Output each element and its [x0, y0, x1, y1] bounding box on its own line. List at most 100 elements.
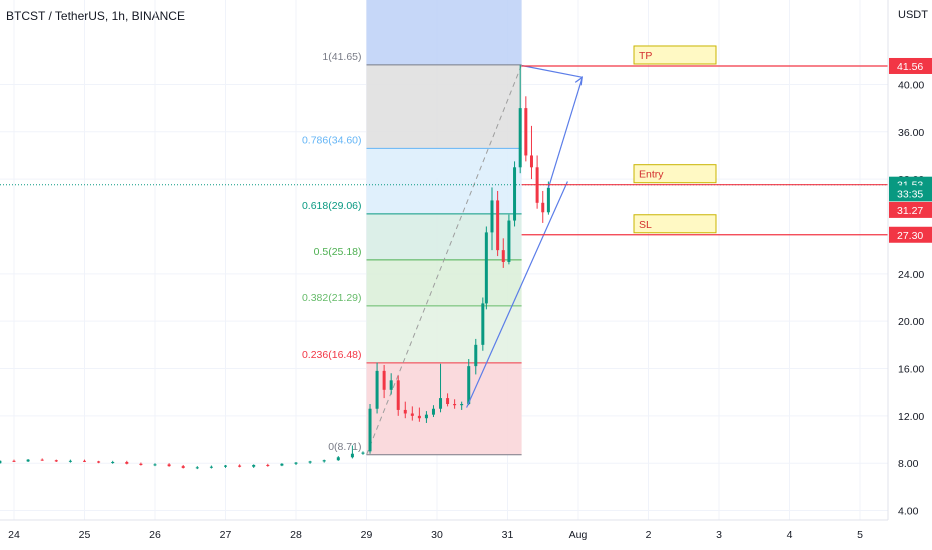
price-tag-extra	[889, 185, 932, 202]
fib-top-band	[366, 0, 522, 65]
fib-level-label: 0.236(16.48)	[302, 349, 362, 361]
candle-body[interactable]	[125, 462, 129, 464]
candle-body[interactable]	[431, 408, 435, 415]
fib-level-label: 0(8.71)	[328, 441, 361, 453]
candle-body[interactable]	[266, 464, 270, 466]
candle-body[interactable]	[453, 404, 457, 406]
candle-body[interactable]	[195, 467, 199, 469]
candle-body[interactable]	[0, 460, 2, 464]
candle-body[interactable]	[417, 415, 421, 419]
candle-body[interactable]	[481, 303, 485, 345]
candle-body[interactable]	[40, 459, 44, 461]
candle-body[interactable]	[524, 108, 528, 156]
time-tick-label: 5	[857, 529, 863, 541]
price-tick-label: 20.00	[898, 316, 924, 328]
candle-body[interactable]	[546, 187, 550, 213]
arrow-head-icon	[574, 76, 583, 86]
candle-body[interactable]	[382, 370, 386, 390]
fib-band	[366, 362, 522, 455]
candle-body[interactable]	[322, 460, 326, 462]
uptrend-line[interactable]	[466, 181, 568, 408]
candle-body[interactable]	[224, 465, 227, 467]
price-unit-label: USDT	[898, 9, 928, 21]
candle-body[interactable]	[410, 413, 414, 416]
price-tag-label: 33:35	[897, 188, 923, 200]
fib-band	[366, 305, 522, 363]
candle-body[interactable]	[518, 108, 522, 168]
candle-body[interactable]	[375, 370, 379, 409]
candle-body[interactable]	[209, 466, 213, 468]
price-tag-label: 31.27	[897, 205, 923, 217]
price-tick-label: 8.00	[898, 458, 919, 470]
price-tag-label: 41.56	[897, 61, 923, 73]
fib-band	[366, 148, 522, 214]
time-tick-label: Aug	[569, 529, 588, 541]
candle-body[interactable]	[389, 380, 393, 390]
candle-body[interactable]	[460, 404, 464, 406]
time-tick-label: 29	[361, 529, 373, 541]
price-tag-tp	[889, 57, 932, 74]
candle-body[interactable]	[252, 464, 256, 467]
price-tick-label: 24.00	[898, 269, 924, 281]
price-tick-label: 36.00	[898, 127, 924, 139]
time-tick-label: 28	[290, 529, 302, 541]
fib-level-label: 0.5(25.18)	[314, 246, 362, 258]
candle-body[interactable]	[403, 409, 407, 414]
chart-title: BTCST / TetherUS, 1h, BINANCE	[6, 9, 185, 23]
candle-body[interactable]	[368, 408, 372, 452]
candle-body[interactable]	[54, 460, 58, 462]
candle-body[interactable]	[439, 398, 443, 409]
time-tick-label: 26	[149, 529, 161, 541]
fibonacci-retracement: 1(41.65) 0.786(34.60) 0.618(29.06) 0.5(25.1…	[0, 0, 888, 456]
candle-body[interactable]	[396, 380, 400, 410]
candle-body[interactable]	[507, 220, 511, 262]
trade-note-box[interactable]	[633, 214, 717, 234]
candle-body[interactable]	[424, 414, 428, 419]
candle-body[interactable]	[153, 464, 157, 466]
time-tick-label: 30	[431, 529, 443, 541]
time-tick-label: 3	[716, 529, 722, 541]
candle-body[interactable]	[484, 232, 488, 304]
trade-note-label: Entry	[639, 169, 664, 181]
candle-body[interactable]	[361, 452, 365, 454]
candle-body[interactable]	[350, 453, 354, 458]
price-tag-label: 27.30	[897, 230, 923, 242]
candle-body[interactable]	[446, 398, 450, 405]
candle-body[interactable]	[496, 200, 500, 251]
fib-level-label: 0.382(21.29)	[302, 292, 362, 304]
candle-body[interactable]	[111, 462, 115, 464]
time-tick-label: 25	[79, 529, 91, 541]
projection-arrow[interactable]	[547, 77, 583, 188]
candle-body[interactable]	[280, 463, 284, 466]
candle-body[interactable]	[336, 457, 340, 461]
fib-trend-line	[366, 64, 523, 455]
projection-line-a	[521, 64, 583, 78]
candle-body[interactable]	[238, 465, 242, 467]
candle-body[interactable]	[308, 461, 312, 463]
trade-note-box[interactable]	[633, 45, 717, 65]
candle-body[interactable]	[501, 250, 505, 262]
price-tag-extra	[889, 201, 932, 218]
candle-body[interactable]	[474, 344, 478, 367]
price-tick-label: 4.00	[898, 506, 919, 518]
price-tick-label: 40.00	[898, 79, 924, 91]
candle-body[interactable]	[513, 167, 517, 221]
price-tick-label: 16.00	[898, 364, 924, 376]
candle-body[interactable]	[68, 460, 72, 462]
price-tag-sl	[889, 226, 932, 243]
candle-body[interactable]	[181, 466, 185, 468]
candle-body[interactable]	[490, 200, 494, 233]
fib-band	[366, 64, 522, 149]
candle-body[interactable]	[139, 463, 143, 465]
candle-body[interactable]	[83, 460, 86, 462]
trade-note-box[interactable]	[633, 164, 717, 184]
candle-body[interactable]	[97, 461, 101, 463]
candle-body[interactable]	[26, 459, 30, 462]
candle-body[interactable]	[541, 202, 545, 213]
candle-body[interactable]	[529, 155, 533, 168]
candle-body[interactable]	[167, 464, 171, 467]
candle-body[interactable]	[294, 462, 298, 464]
candle-body[interactable]	[12, 460, 16, 462]
candle-body[interactable]	[467, 366, 471, 405]
